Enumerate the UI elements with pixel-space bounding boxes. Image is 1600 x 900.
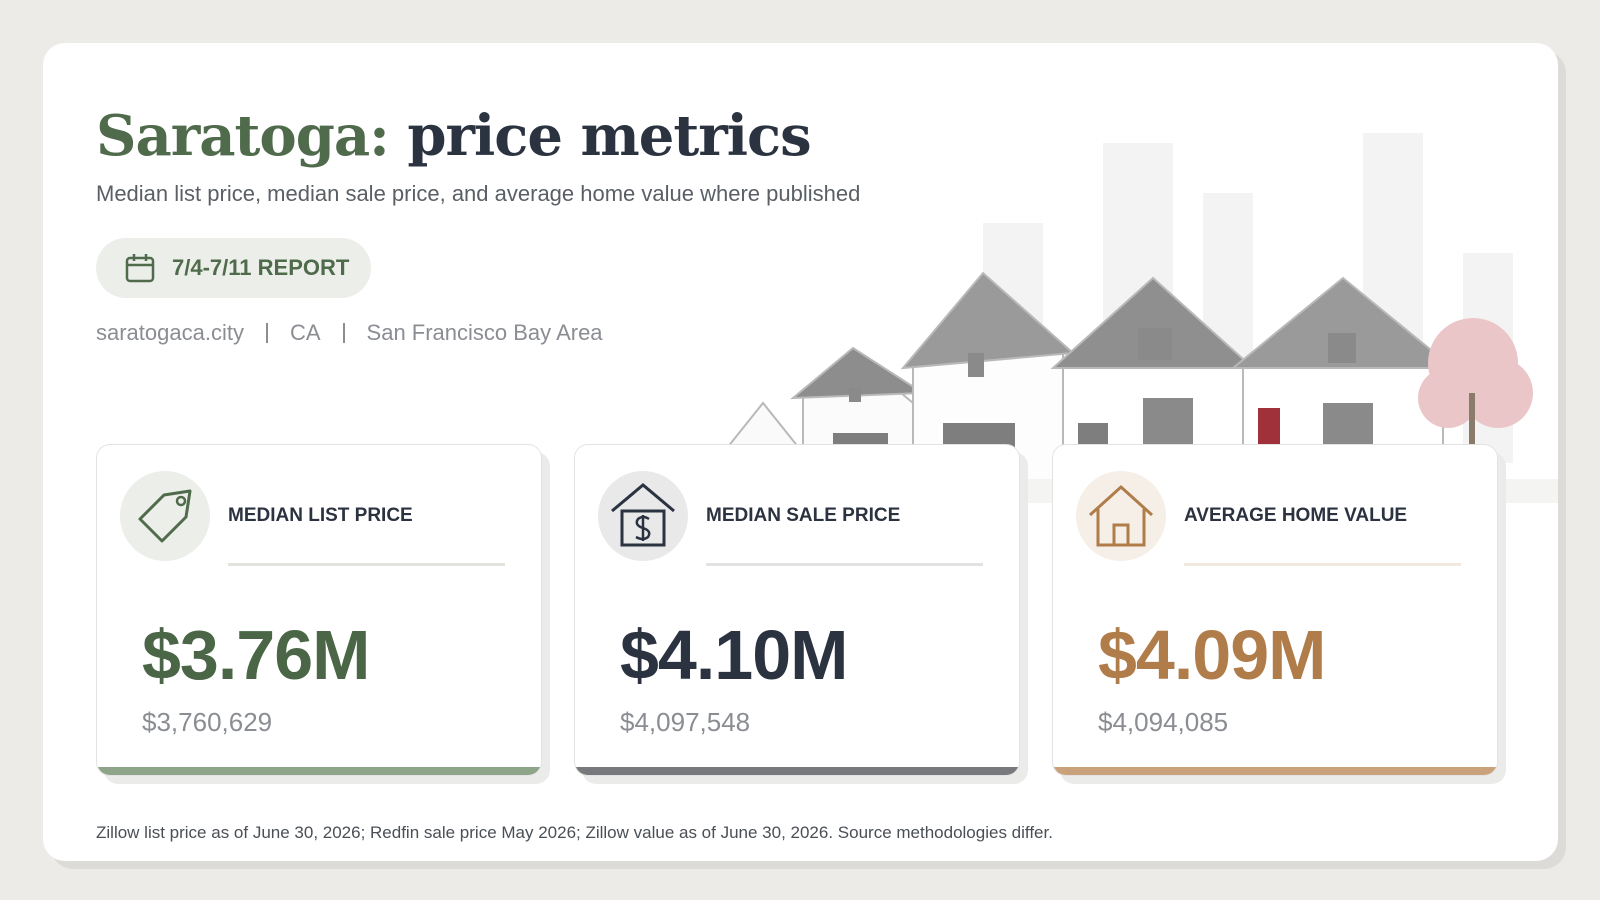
card-exact: $3,760,629 [142,707,273,737]
house-illustration [683,133,1558,503]
subtitle: Median list price, median sale price, an… [96,181,861,206]
icon-circle [1076,471,1166,561]
metric-card: MEDIAN SALE PRICE $4.10M $4,097,548 [574,444,1020,776]
metric-card: MEDIAN LIST PRICE $3.76M $3,760,629 [96,444,542,776]
badge-text: 7/4-7/11 REPORT [172,255,350,280]
card-exact: $4,097,548 [620,707,751,737]
tag-icon [138,489,192,543]
icon-circle [120,471,210,561]
card-label: AVERAGE HOME VALUE [1184,505,1408,526]
card-label: MEDIAN LIST PRICE [228,505,413,526]
location-state: CA [289,320,321,345]
accent-bar [1053,767,1497,775]
report-badge: 7/4-7/11 REPORT [96,238,372,298]
title-rest: price metrics [407,103,811,169]
separator [342,323,345,343]
calendar-icon [125,254,155,283]
location-region: San Francisco Bay Area [366,320,603,345]
footnote: Zillow list price as of June 30, 2026; R… [96,823,1053,842]
rule [706,563,983,566]
card-exact: $4,094,085 [1098,707,1229,737]
rule [228,563,505,566]
card-value: $3.76M [142,616,370,694]
separator [265,323,268,343]
accent-bar [575,767,1019,775]
accent-bar [97,767,541,775]
card-value: $4.10M [620,616,848,694]
location-site: saratogaca.city [96,320,244,345]
title-place: Saratoga: [96,103,390,169]
house-dollar-icon [611,483,675,547]
icon-circle [598,471,688,561]
rule [1184,563,1461,566]
card-value: $4.09M [1098,616,1326,694]
panel: Saratoga: price metrics Median list pric… [43,43,1558,861]
metric-card: AVERAGE HOME VALUE $4.09M $4,094,085 [1052,444,1498,776]
location: saratogaca.city CA San Francisco Bay Are… [96,320,603,346]
card-label: MEDIAN SALE PRICE [706,505,901,526]
house-icon [1088,484,1154,547]
title: Saratoga: price metrics [96,103,812,169]
